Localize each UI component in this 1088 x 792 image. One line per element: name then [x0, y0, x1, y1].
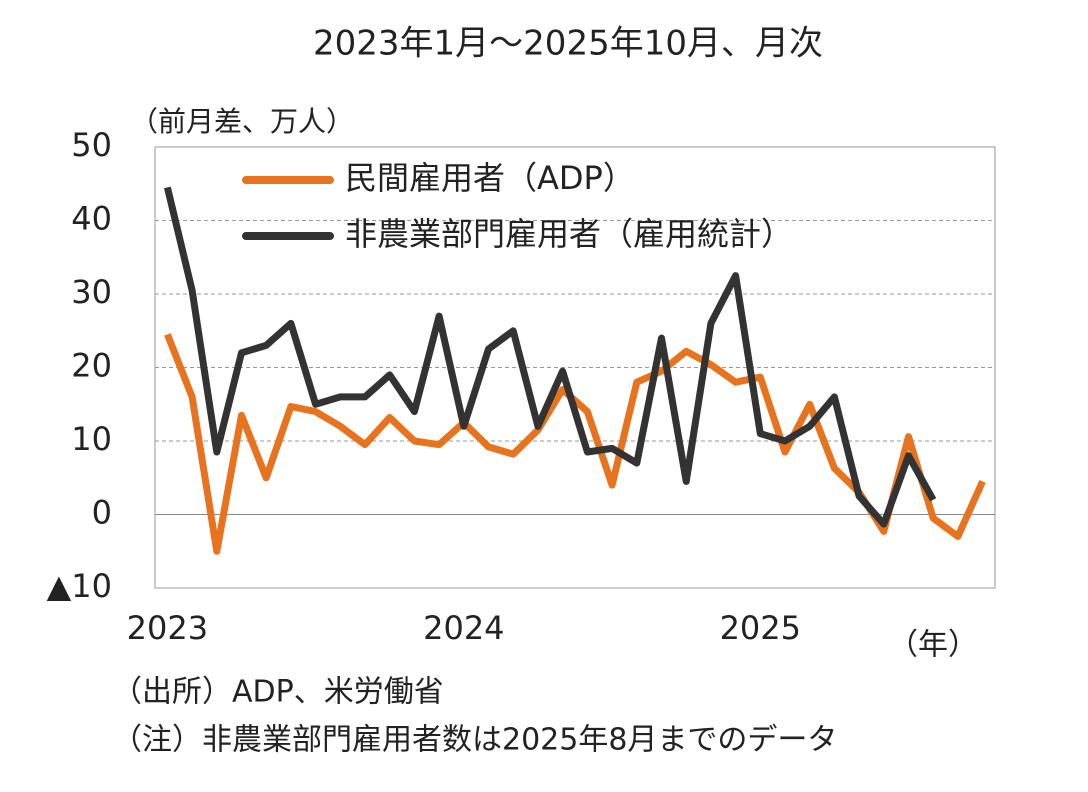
y-axis-label: （前月差、万人） [130, 105, 354, 138]
legend-label: 民間雇用者（ADP） [345, 159, 635, 197]
chart-title: 2023年1月～2025年10月、月次 [313, 24, 823, 64]
series-line [164, 333, 986, 555]
x-axis-label: （年） [888, 628, 978, 663]
series-line [163, 186, 937, 528]
y-tick-label: 30 [71, 273, 112, 311]
y-tick-label: 0 [92, 494, 112, 532]
y-tick-label: 40 [71, 200, 112, 238]
y-tick-label: ▲10 [47, 567, 112, 605]
x-tick-label: 2025 [720, 609, 801, 647]
legend-label: 非農業部門雇用者（雇用統計） [345, 215, 793, 253]
source-note: （出所）ADP、米労働省 [112, 675, 444, 710]
footnote: （注）非農業部門雇用者数は2025年8月までのデータ [112, 723, 837, 758]
y-tick-label: 10 [71, 420, 112, 458]
y-tick-label: 50 [71, 126, 112, 164]
y-tick-label: 20 [71, 347, 112, 385]
x-tick-label: 2024 [423, 609, 504, 647]
x-tick-label: 2023 [127, 609, 208, 647]
